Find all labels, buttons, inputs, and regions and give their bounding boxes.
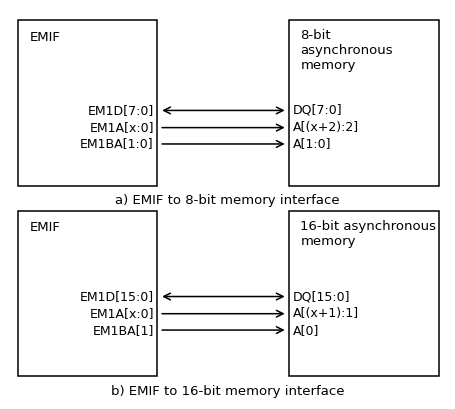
Bar xyxy=(289,20,439,186)
Text: EMIF: EMIF xyxy=(30,31,61,44)
Bar xyxy=(18,211,157,376)
Text: EM1A[x:0]: EM1A[x:0] xyxy=(89,307,154,320)
Text: A[0]: A[0] xyxy=(293,324,319,337)
Text: 16-bit asynchronous
memory: 16-bit asynchronous memory xyxy=(300,220,436,247)
Text: EM1BA[1:0]: EM1BA[1:0] xyxy=(80,137,154,151)
Text: DQ[15:0]: DQ[15:0] xyxy=(293,290,350,303)
Text: 8-bit
asynchronous
memory: 8-bit asynchronous memory xyxy=(300,29,393,72)
Text: A[(x+1):1]: A[(x+1):1] xyxy=(293,307,359,320)
Text: a) EMIF to 8-bit memory interface: a) EMIF to 8-bit memory interface xyxy=(115,194,340,207)
Text: EM1D[15:0]: EM1D[15:0] xyxy=(80,290,154,303)
Text: EMIF: EMIF xyxy=(30,221,61,234)
Text: EM1A[x:0]: EM1A[x:0] xyxy=(89,121,154,134)
Bar xyxy=(18,20,157,186)
Text: EM1BA[1]: EM1BA[1] xyxy=(92,324,154,337)
Text: A[1:0]: A[1:0] xyxy=(293,137,332,151)
Bar xyxy=(289,211,439,376)
Text: EM1D[7:0]: EM1D[7:0] xyxy=(87,104,154,117)
Text: b) EMIF to 16-bit memory interface: b) EMIF to 16-bit memory interface xyxy=(111,385,344,398)
Text: A[(x+2):2]: A[(x+2):2] xyxy=(293,121,359,134)
Text: DQ[7:0]: DQ[7:0] xyxy=(293,104,343,117)
